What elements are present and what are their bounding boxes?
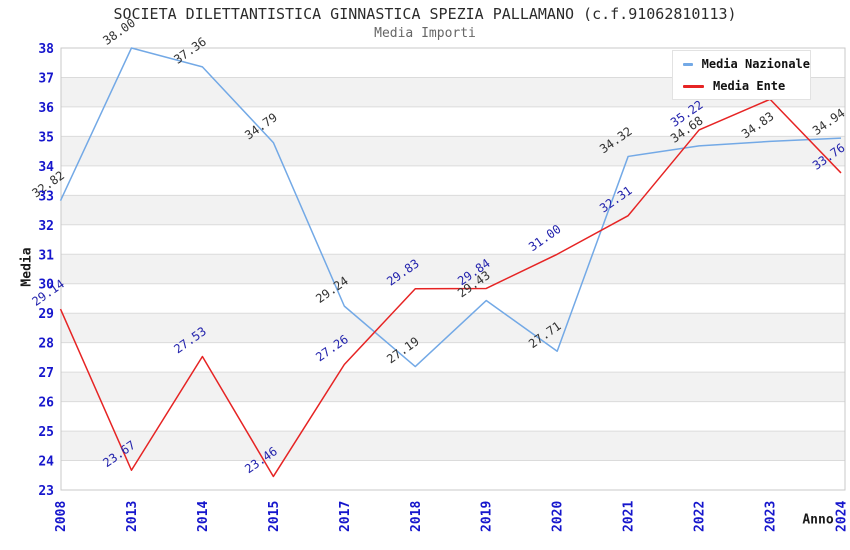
x-tick-label: 2019 xyxy=(480,501,495,532)
legend-box: Media Nazionale Media Ente xyxy=(672,50,811,100)
legend-label: Media Ente xyxy=(713,79,786,93)
legend-item-media-nazionale: Media Nazionale xyxy=(683,57,810,71)
y-tick-label: 35 xyxy=(38,130,54,145)
x-tick-label: 2015 xyxy=(267,501,282,532)
series-line-media-ente xyxy=(59,98,842,478)
y-tick-label: 28 xyxy=(38,337,54,352)
plot-stripe xyxy=(61,254,845,284)
y-tick-label: 36 xyxy=(38,101,54,116)
plot-stripe xyxy=(61,195,845,225)
y-tick-label: 26 xyxy=(38,396,54,411)
y-tick-label: 31 xyxy=(38,248,54,263)
y-axis-title: Media xyxy=(19,247,35,287)
chart-subtitle: Media Importi xyxy=(374,26,476,41)
legend-label: Media Nazionale xyxy=(701,57,810,71)
plot-stripe xyxy=(61,431,845,461)
y-tick-label: 34 xyxy=(38,160,54,175)
x-tick-label: 2021 xyxy=(622,501,637,532)
x-tick-label: 2023 xyxy=(764,501,779,532)
y-tick-label: 23 xyxy=(38,484,54,499)
data-point-label: 31.00 xyxy=(526,222,564,254)
y-tick-label: 30 xyxy=(38,278,54,293)
legend-swatch-line-icon xyxy=(683,84,704,88)
plot-stripe xyxy=(61,372,845,402)
chart-title: SOCIETA DILETTANTISTICA GINNASTICA SPEZI… xyxy=(113,5,737,23)
y-tick-label: 33 xyxy=(38,189,54,204)
plot-stripe xyxy=(61,136,845,166)
legend-item-media-ente: Media Ente xyxy=(683,79,810,93)
x-tick-label: 2020 xyxy=(551,501,566,532)
y-tick-label: 29 xyxy=(38,307,54,322)
y-tick-label: 32 xyxy=(38,219,54,234)
x-tick-label: 2014 xyxy=(196,501,211,532)
x-tick-label: 2024 xyxy=(835,501,850,532)
series-line-media-nazionale xyxy=(59,47,842,368)
y-tick-label: 38 xyxy=(38,42,54,57)
x-tick-label: 2018 xyxy=(409,501,424,532)
y-tick-label: 25 xyxy=(38,425,54,440)
plot-border xyxy=(60,47,846,491)
x-tick-label: 2022 xyxy=(693,501,708,532)
data-point-label: 34.94 xyxy=(810,106,848,138)
y-tick-label: 27 xyxy=(38,366,54,381)
x-tick-label: 2008 xyxy=(54,501,69,532)
x-tick-label: 2017 xyxy=(338,501,353,532)
y-tick-label: 24 xyxy=(38,455,54,470)
x-tick-label: 2013 xyxy=(125,501,140,532)
x-axis-title: Anno xyxy=(802,512,834,528)
y-tick-label: 37 xyxy=(38,71,54,86)
legend-swatch-line-icon xyxy=(683,62,693,66)
plot-stripe xyxy=(61,313,845,343)
